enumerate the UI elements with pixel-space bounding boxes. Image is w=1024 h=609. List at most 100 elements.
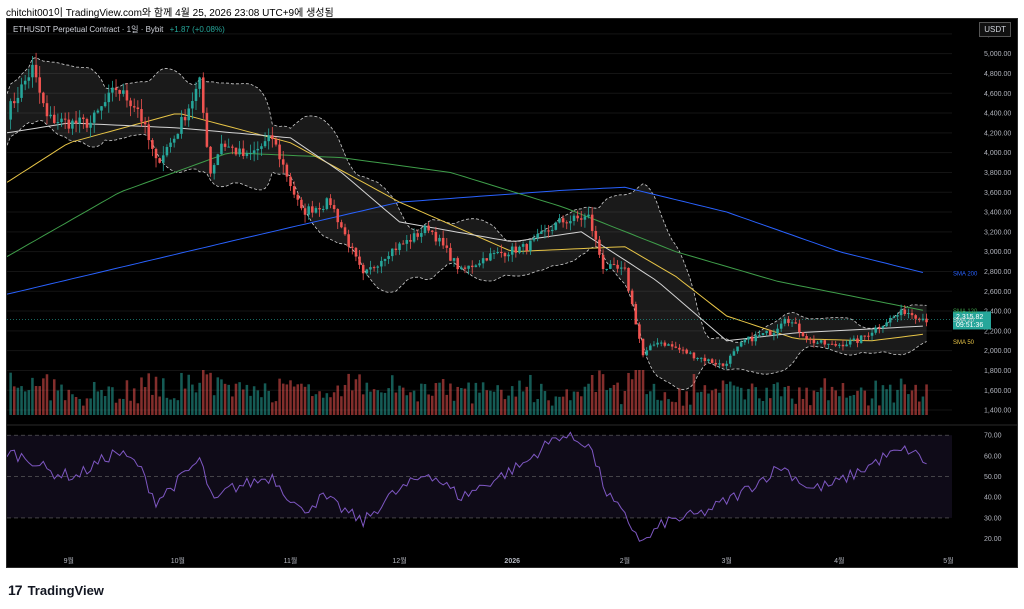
candle-body bbox=[227, 146, 230, 148]
candle-body bbox=[336, 209, 340, 223]
sma-20-line bbox=[7, 122, 923, 342]
price-tick-label: 2,200.00 bbox=[984, 328, 1011, 335]
candle-body bbox=[507, 254, 510, 257]
logo-text: TradingView bbox=[27, 582, 104, 598]
candle-body bbox=[743, 339, 747, 343]
volume-bar bbox=[514, 396, 518, 415]
volume-bar bbox=[336, 385, 340, 415]
volume-bar bbox=[111, 387, 114, 415]
currency-button[interactable]: USDT bbox=[979, 22, 1011, 37]
candle-body bbox=[834, 344, 837, 346]
volume-bar bbox=[819, 387, 823, 415]
volume-bar bbox=[536, 398, 539, 415]
candle-body bbox=[143, 121, 147, 125]
candle-body bbox=[172, 138, 176, 143]
volume-bar bbox=[914, 384, 917, 415]
candle-body bbox=[587, 214, 590, 217]
volume-bar bbox=[332, 392, 336, 415]
volume-bar bbox=[412, 390, 416, 415]
candle-body bbox=[180, 117, 183, 134]
rsi-tick-label: 30.00 bbox=[984, 515, 1002, 522]
candle-body bbox=[885, 322, 888, 327]
volume-bar bbox=[325, 393, 329, 415]
volume-bar bbox=[216, 377, 220, 415]
candle-body bbox=[878, 327, 881, 329]
rsi-tick-label: 60.00 bbox=[984, 453, 1002, 460]
chart-panel[interactable]: 5,200.005,000.004,800.004,600.004,400.00… bbox=[6, 18, 1018, 568]
volume-bar bbox=[619, 404, 623, 415]
candle-body bbox=[489, 253, 492, 261]
candle-body bbox=[754, 335, 758, 342]
volume-bar bbox=[467, 382, 470, 415]
volume-bar bbox=[380, 392, 383, 415]
volume-bar bbox=[507, 395, 510, 415]
volume-bar bbox=[689, 404, 692, 415]
volume-bar bbox=[594, 392, 598, 415]
volume-bar bbox=[31, 377, 34, 415]
candle-body bbox=[296, 194, 300, 200]
volume-bar bbox=[485, 390, 489, 415]
candle-body bbox=[238, 148, 241, 155]
candle-body bbox=[823, 340, 827, 345]
candle-body bbox=[318, 208, 321, 210]
volume-bar bbox=[187, 374, 191, 415]
volume-bar bbox=[478, 392, 481, 415]
candle-body bbox=[558, 218, 561, 223]
volume-bar bbox=[369, 391, 372, 415]
volume-bar bbox=[125, 380, 129, 415]
price-tick-label: 4,800.00 bbox=[984, 71, 1011, 78]
volume-bar bbox=[194, 392, 198, 415]
candle-body bbox=[38, 77, 41, 93]
candle-body bbox=[674, 346, 678, 348]
candle-body bbox=[561, 218, 565, 223]
volume-bar bbox=[652, 383, 656, 415]
volume-bar bbox=[783, 387, 787, 415]
price-tick-label: 3,000.00 bbox=[984, 249, 1011, 256]
symbol-legend[interactable]: ETHUSDT Perpetual Contract · 1일 · Bybit … bbox=[13, 24, 225, 35]
volume-bar bbox=[612, 384, 616, 415]
volume-bar bbox=[231, 396, 234, 415]
candle-body bbox=[663, 342, 667, 346]
price-tick-label: 3,200.00 bbox=[984, 229, 1011, 236]
candle-body bbox=[696, 357, 699, 359]
bollinger-band-fill bbox=[7, 57, 927, 390]
volume-bar bbox=[798, 387, 801, 415]
rsi-line bbox=[7, 431, 927, 542]
volume-bar bbox=[812, 390, 816, 415]
volume-bar bbox=[256, 390, 260, 415]
volume-bar bbox=[387, 388, 390, 415]
volume-bar bbox=[856, 390, 859, 415]
price-tick-label: 2,800.00 bbox=[984, 269, 1011, 276]
candle-body bbox=[212, 165, 216, 174]
candle-body bbox=[510, 246, 514, 255]
volume-bar bbox=[601, 374, 605, 415]
candle-body bbox=[892, 316, 896, 318]
candle-body bbox=[42, 92, 45, 104]
candle-body bbox=[154, 148, 158, 159]
candle-body bbox=[216, 154, 220, 166]
candle-body bbox=[609, 264, 612, 269]
volume-bar bbox=[896, 389, 899, 415]
candle-body bbox=[409, 240, 412, 242]
volume-bar bbox=[60, 384, 63, 415]
chart-canvas[interactable]: 5,200.005,000.004,800.004,600.004,400.00… bbox=[7, 19, 1018, 568]
candle-body bbox=[819, 340, 823, 343]
candle-body bbox=[543, 230, 547, 232]
volume-bar bbox=[547, 400, 550, 415]
volume-bar bbox=[300, 383, 303, 415]
candle-body bbox=[158, 158, 161, 163]
price-tick-label: 1,800.00 bbox=[984, 368, 1011, 375]
candle-body bbox=[925, 318, 928, 323]
candle-body bbox=[194, 88, 198, 102]
candle-body bbox=[765, 330, 768, 334]
candle-body bbox=[9, 101, 12, 120]
volume-bar bbox=[641, 370, 645, 415]
tradingview-logo: 17 TradingView bbox=[8, 582, 104, 598]
volume-bar bbox=[63, 400, 67, 415]
volume-bar bbox=[569, 400, 572, 415]
candle-body bbox=[423, 225, 427, 234]
volume-bar bbox=[474, 382, 478, 415]
volume-bar bbox=[616, 382, 619, 415]
volume-bar bbox=[579, 396, 583, 415]
sma-120-line bbox=[7, 152, 923, 311]
